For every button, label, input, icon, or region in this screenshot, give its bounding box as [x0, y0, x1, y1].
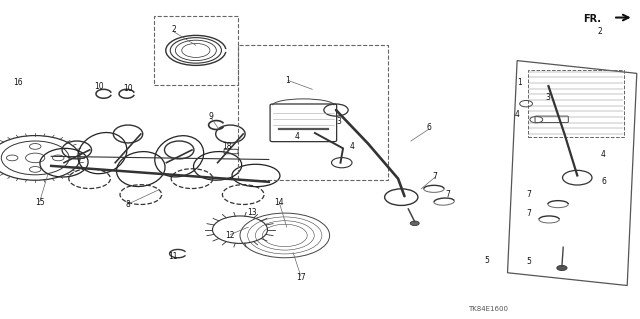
- Text: 7: 7: [526, 209, 531, 218]
- Text: 6: 6: [601, 177, 606, 186]
- Circle shape: [557, 265, 567, 271]
- Text: 4: 4: [294, 132, 300, 141]
- Text: 5: 5: [484, 256, 489, 265]
- Text: 14: 14: [274, 198, 284, 207]
- Text: 4: 4: [349, 142, 355, 151]
- Text: 16: 16: [13, 78, 23, 87]
- Text: 7: 7: [433, 172, 438, 181]
- Text: 7: 7: [445, 190, 451, 199]
- Text: 3: 3: [337, 117, 342, 126]
- Text: 15: 15: [35, 198, 45, 207]
- Text: 2: 2: [598, 27, 603, 36]
- Text: 8: 8: [125, 200, 131, 209]
- Text: 17: 17: [296, 273, 306, 282]
- Text: 18: 18: [222, 142, 231, 151]
- Circle shape: [410, 221, 419, 226]
- Text: 10: 10: [123, 84, 133, 93]
- Text: 5: 5: [526, 257, 531, 266]
- Text: 2: 2: [172, 26, 177, 34]
- Text: 11: 11: [168, 252, 177, 261]
- Text: 1: 1: [285, 76, 291, 85]
- Text: 9: 9: [209, 112, 214, 121]
- Text: 12: 12: [226, 231, 235, 240]
- Text: TK84E1600: TK84E1600: [468, 306, 508, 312]
- Text: 1: 1: [517, 78, 522, 87]
- Text: 6: 6: [426, 123, 431, 132]
- Text: 13: 13: [247, 208, 257, 217]
- Text: 10: 10: [94, 82, 104, 91]
- Text: 3: 3: [545, 93, 550, 102]
- Text: FR.: FR.: [584, 13, 602, 24]
- Text: 4: 4: [515, 110, 520, 119]
- Text: 7: 7: [526, 190, 531, 199]
- Text: 4: 4: [601, 150, 606, 159]
